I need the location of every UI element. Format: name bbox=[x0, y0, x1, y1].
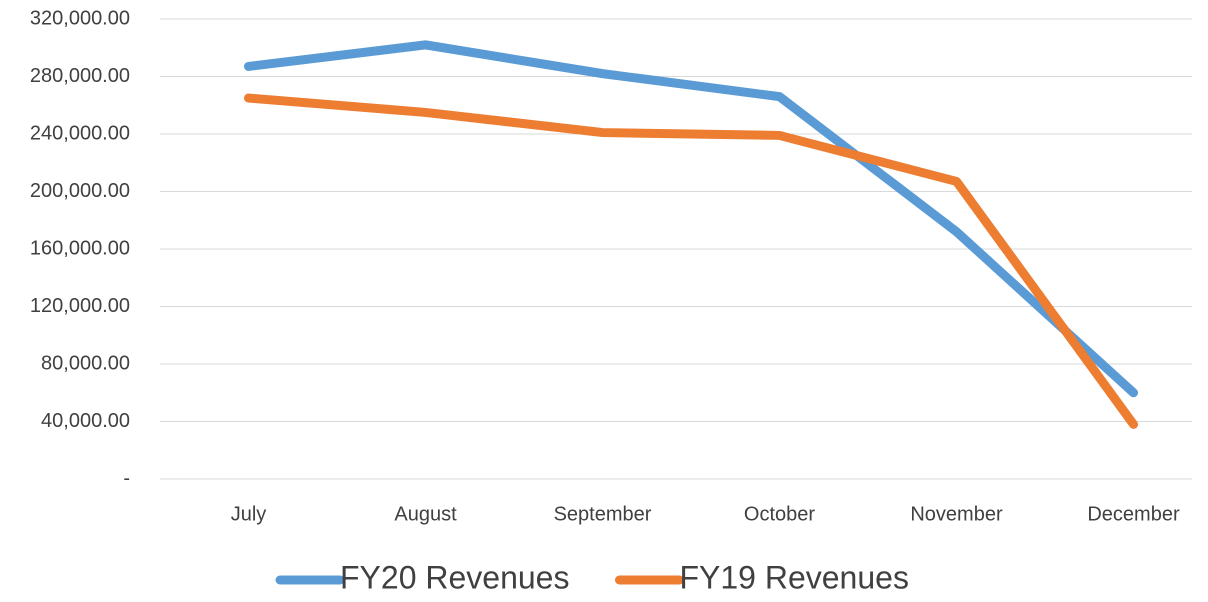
x-tick-label: July bbox=[231, 503, 267, 525]
x-tick-label: October bbox=[744, 503, 815, 525]
x-tick-label: November bbox=[910, 503, 1003, 525]
x-tick-label: December bbox=[1087, 503, 1180, 525]
y-tick-label: 160,000.00 bbox=[30, 237, 130, 259]
y-tick-label: 320,000.00 bbox=[30, 7, 130, 29]
y-tick-label: 240,000.00 bbox=[30, 122, 130, 144]
x-tick-label: August bbox=[394, 503, 457, 525]
y-tick-label: 40,000.00 bbox=[41, 410, 130, 432]
y-tick-label: 80,000.00 bbox=[41, 352, 130, 374]
y-tick-label: - bbox=[123, 467, 130, 489]
y-tick-label: 120,000.00 bbox=[30, 295, 130, 317]
x-tick-label: September bbox=[554, 503, 652, 525]
series-line bbox=[244, 93, 1138, 429]
legend-label: FY19 Revenues bbox=[679, 559, 908, 595]
legend-label: FY20 Revenues bbox=[340, 559, 569, 595]
y-tick-label: 280,000.00 bbox=[30, 65, 130, 87]
y-tick-label: 200,000.00 bbox=[30, 180, 130, 202]
series-line bbox=[244, 40, 1138, 398]
